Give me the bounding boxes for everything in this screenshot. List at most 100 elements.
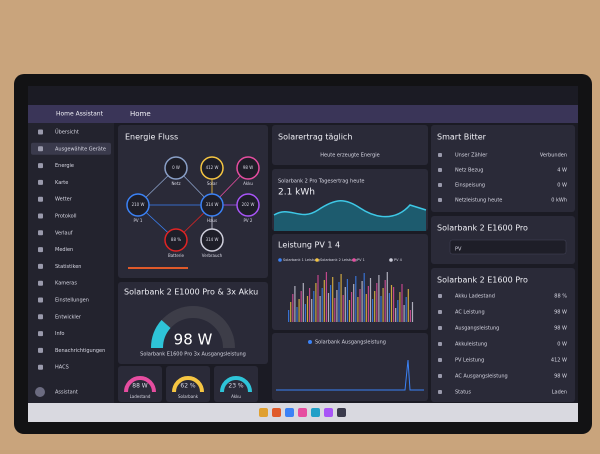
row-value: 88 %: [554, 294, 567, 300]
row-icon: [438, 390, 442, 394]
nav-item[interactable]: Einstellungen: [55, 298, 89, 304]
row-icon: [438, 374, 442, 378]
legend-dot: [308, 340, 312, 344]
bar-shape: [288, 310, 290, 322]
node-value: 210 W: [132, 202, 145, 207]
bar-shape: [384, 280, 386, 322]
power-value: 98 W: [174, 331, 213, 349]
row-label: Netzleistung heute: [455, 198, 502, 204]
bar-shape: [411, 302, 414, 322]
row-value: Verbunden: [540, 153, 567, 159]
nav-item[interactable]: Benachrichtigungen: [55, 348, 105, 354]
bar-shape: [390, 285, 393, 322]
nav-icon: [38, 146, 43, 152]
bar-shape: [302, 283, 304, 322]
card: [431, 268, 575, 402]
node-label: Verbrauch: [202, 253, 223, 258]
select-label[interactable]: PV: [455, 247, 462, 253]
bar-shape: [309, 288, 311, 322]
card: [272, 125, 428, 165]
card: [431, 125, 575, 212]
nav-item[interactable]: Info: [55, 331, 64, 337]
flow-node: [164, 156, 188, 180]
bar-shape: [393, 287, 395, 322]
node-label: Batterie: [168, 253, 185, 258]
nav-item[interactable]: Statistiken: [55, 264, 81, 270]
bar-shape: [323, 280, 325, 322]
bar-shape: [336, 290, 338, 322]
flow-node: [236, 193, 260, 217]
bar-shape: [346, 279, 348, 322]
flow-node: [164, 228, 188, 252]
nav-icon: [38, 331, 43, 337]
user-name[interactable]: Assistant: [55, 390, 78, 396]
bar-shape: [298, 299, 300, 322]
row-label: AC Ausgangsleistung: [455, 374, 508, 380]
dock-app[interactable]: [324, 408, 333, 417]
gauge-caption: Solarbank E1600 Pro 3x Ausgangsleistung: [140, 352, 246, 358]
dock-app[interactable]: [311, 408, 320, 417]
bar-shape: [296, 307, 298, 322]
line-chart: [276, 359, 424, 391]
row-label: Status: [455, 390, 471, 396]
nav-icon: [38, 163, 43, 169]
row-value: 98 W: [554, 326, 567, 332]
avatar: [35, 387, 45, 397]
nav-item[interactable]: Entwickler: [55, 314, 82, 320]
nav-item[interactable]: Protokoll: [55, 214, 77, 220]
nav-item[interactable]: Medien: [55, 247, 73, 253]
dock-app[interactable]: [298, 408, 307, 417]
bar-shape: [380, 296, 382, 322]
nav-item[interactable]: Karte: [55, 180, 68, 186]
node-value: 202 W: [242, 202, 255, 207]
bar-chart: [288, 272, 414, 322]
bar-shape: [327, 293, 330, 322]
card-subtitle: Heute erzeugte Energie: [320, 153, 379, 159]
bar-shape: [361, 281, 363, 322]
card-title: Energie Fluss: [125, 133, 178, 142]
dock-icons: [259, 408, 346, 417]
nav-item[interactable]: Wetter: [55, 197, 73, 203]
bar-shape: [382, 288, 384, 322]
nav-icon: [38, 129, 43, 135]
row-value: 412 W: [551, 358, 567, 364]
nav-item[interactable]: Ausgewählte Geräte: [55, 146, 106, 152]
nav-icon: [38, 247, 43, 253]
nav-item[interactable]: HACS: [55, 365, 69, 371]
node-value: 314 W: [206, 237, 219, 242]
legend-label: Solarbank 2 Leistung: [320, 258, 357, 262]
sidebar: [28, 123, 114, 403]
bar-shape: [407, 289, 409, 322]
node-value: 314 W: [206, 202, 219, 207]
dock-app[interactable]: [337, 408, 346, 417]
sidebar-items: Übersicht Ausgewählte Geräte Energie Karte W…: [31, 129, 111, 397]
nav-item[interactable]: Verlauf: [55, 230, 73, 236]
bar-shape: [330, 285, 332, 322]
legend-dot: [389, 258, 393, 262]
row-icon: [438, 183, 442, 187]
nav-item[interactable]: Energie: [55, 163, 74, 169]
legend-dot: [278, 258, 282, 262]
node-label: Haus: [207, 218, 217, 223]
bar-shape: [294, 286, 296, 322]
gauge-card: [214, 366, 258, 402]
row-value: Laden: [552, 390, 567, 396]
nav-item[interactable]: Übersicht: [55, 129, 79, 136]
nav-item[interactable]: Kameras: [55, 281, 77, 287]
dock-app[interactable]: [272, 408, 281, 417]
bar-shape: [290, 302, 292, 322]
node-label: Solar: [207, 181, 218, 186]
row-icon: [438, 310, 442, 314]
select-field[interactable]: [449, 239, 567, 255]
node-label: PV 2: [244, 218, 253, 223]
dock-app[interactable]: [285, 408, 294, 417]
chart-caption: Solarbank 2 Pro Tagesertrag heute: [278, 179, 365, 185]
gauge-card: [118, 366, 162, 402]
gauge-value: 23 %: [228, 383, 244, 390]
legend-dot: [352, 258, 356, 262]
row-label: Akkuleistung: [455, 342, 487, 348]
dock-app[interactable]: [259, 408, 268, 417]
chart-value: 2.1 kWh: [278, 188, 315, 198]
gauge-label: Akku: [231, 394, 241, 399]
